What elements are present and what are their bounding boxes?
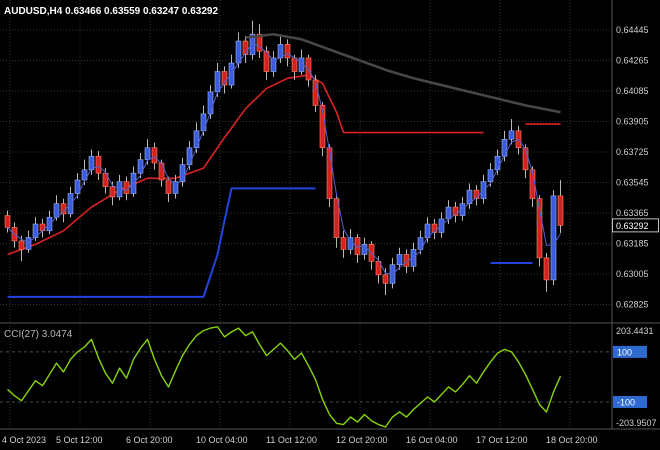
candle-bull xyxy=(501,138,508,157)
price-axis-label: 0.64445 xyxy=(616,25,649,35)
candle-bear xyxy=(543,257,550,281)
price-axis-label: 0.63185 xyxy=(616,239,649,249)
price-axis-label: 0.63005 xyxy=(616,269,649,279)
red-ma-line xyxy=(7,74,484,256)
ma-slow-dark-line xyxy=(245,32,561,114)
candle-bull xyxy=(459,203,466,216)
candle-bear xyxy=(305,57,312,81)
price-axis-label: 0.64265 xyxy=(616,56,649,66)
candle-bull xyxy=(25,237,32,250)
time-axis-label: 4 Oct 2023 xyxy=(2,435,46,445)
candle-bull xyxy=(144,147,151,160)
candle-bull xyxy=(270,57,277,72)
cci-level-badge-label: 100 xyxy=(617,347,632,357)
time-axis-label: 6 Oct 20:00 xyxy=(126,435,173,445)
candle-bear xyxy=(354,237,361,255)
candle-bear xyxy=(452,206,459,216)
blue-step-line xyxy=(7,187,316,298)
cci-line xyxy=(7,326,562,428)
time-axis-label: 10 Oct 04:00 xyxy=(196,435,248,445)
candlesticks xyxy=(4,20,564,296)
candle-bull xyxy=(74,179,81,194)
price-axis-label: 0.64085 xyxy=(616,86,649,96)
candle-bear xyxy=(151,147,158,164)
candle-bear xyxy=(340,237,347,250)
candle-bear xyxy=(221,71,228,86)
cci-max-label: 203.4431 xyxy=(616,326,654,336)
price-axis-label: 0.62825 xyxy=(616,300,649,310)
candle-bull xyxy=(550,195,557,281)
cci-level-badge xyxy=(613,395,647,408)
candle-bear xyxy=(18,240,25,250)
grid xyxy=(0,0,612,428)
candle-bull xyxy=(508,130,515,140)
candle-bull xyxy=(172,181,179,194)
time-axis-label: 5 Oct 12:00 xyxy=(56,435,103,445)
cci-level-badge xyxy=(613,345,647,358)
candle-bull xyxy=(137,159,144,174)
candle-bear xyxy=(284,44,291,59)
time-axis-label: 18 Oct 20:00 xyxy=(546,435,598,445)
time-axis-label: 16 Oct 04:00 xyxy=(406,435,458,445)
candle-bull xyxy=(410,249,417,267)
price-axis-label: 0.63545 xyxy=(616,178,649,188)
price-axis-label: 0.63905 xyxy=(616,117,649,127)
candle-bear xyxy=(557,195,564,226)
indicator-overlays xyxy=(7,74,561,298)
cci-min-label: -203.9507 xyxy=(616,418,657,428)
cci-indicator-label: CCI(27) 3.0474 xyxy=(4,329,73,340)
candle-bear xyxy=(375,260,382,276)
price-axis-label: 0.63725 xyxy=(616,147,649,157)
time-scale[interactable] xyxy=(0,429,660,450)
current-price-badge xyxy=(612,218,659,233)
candle-bull xyxy=(207,91,214,115)
candle-bear xyxy=(256,33,263,52)
candle-bull xyxy=(417,237,424,250)
time-axis-label: 17 Oct 12:00 xyxy=(476,435,528,445)
candle-bear xyxy=(102,172,109,188)
candle-bear xyxy=(242,40,249,55)
candle-bear xyxy=(382,274,389,284)
cci-level-badge-label: -100 xyxy=(617,397,635,407)
current-price-badge-label: 0.63292 xyxy=(616,221,649,231)
candle-bear xyxy=(431,223,438,233)
candle-bull xyxy=(396,254,403,265)
price-axis-label: 0.63365 xyxy=(616,208,649,218)
cci-chart-area[interactable] xyxy=(0,326,612,428)
candle-bear xyxy=(333,198,340,238)
time-axis-label: 11 Oct 12:00 xyxy=(266,435,317,445)
candle-bear xyxy=(263,50,270,72)
candle-bull xyxy=(81,169,88,181)
candle-bear xyxy=(109,186,116,198)
candle-bull xyxy=(361,244,368,255)
candle-bear xyxy=(95,155,102,174)
candle-bull xyxy=(88,155,95,171)
time-axis-label: 12 Oct 20:00 xyxy=(336,435,388,445)
candle-bear xyxy=(536,198,543,259)
candle-bear xyxy=(165,179,172,194)
ma-fast-line xyxy=(7,42,561,275)
candle-bull xyxy=(487,169,494,182)
candle-bull xyxy=(179,164,186,182)
main-chart-area[interactable] xyxy=(0,0,612,322)
cci-panel xyxy=(7,326,562,428)
price-scale[interactable] xyxy=(612,0,660,429)
symbol-ohlc-label: AUDUSD,H4 0.63466 0.63559 0.63247 0.6329… xyxy=(4,6,218,17)
